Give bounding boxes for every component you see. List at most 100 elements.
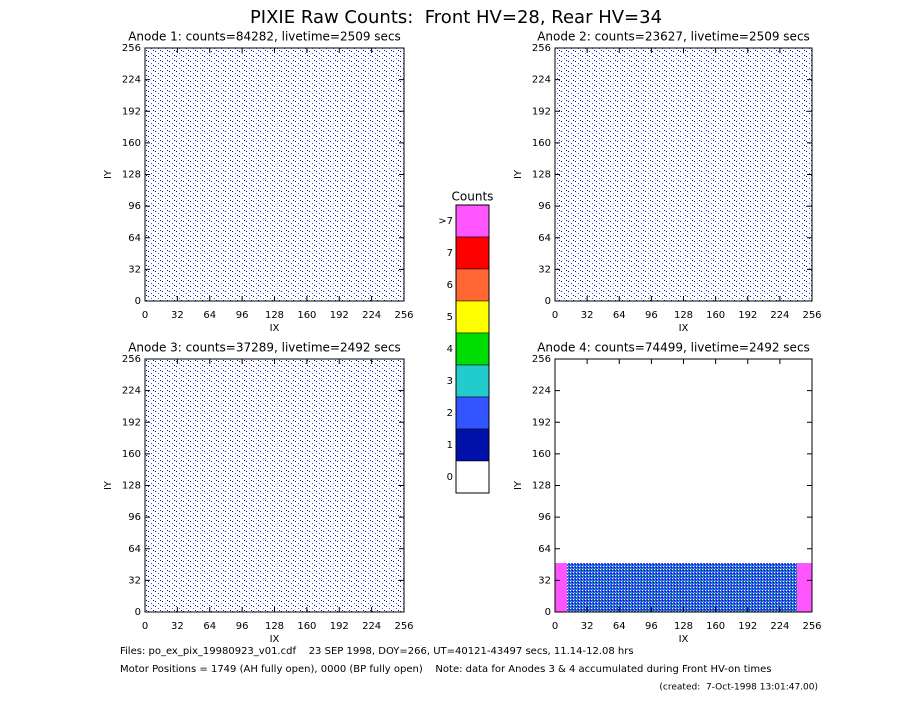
x-tick-label: 128 — [265, 621, 284, 632]
speckle-texture — [560, 563, 807, 612]
x-axis-label: IX — [270, 323, 280, 334]
y-axis-label: IY — [103, 480, 114, 490]
colorbar-label: 3 — [447, 376, 453, 387]
x-tick-label: 160 — [297, 621, 316, 632]
speckle-texture — [145, 359, 404, 612]
y-tick-label: 192 — [532, 106, 551, 117]
colorbar-title: Counts — [452, 190, 494, 204]
x-tick-label: 224 — [362, 310, 381, 321]
colorbar-swatch — [455, 268, 490, 302]
x-tick-label: 32 — [581, 310, 594, 321]
y-tick-label: 32 — [538, 575, 551, 586]
colorbar-label: >7 — [438, 216, 453, 227]
x-tick-label: 32 — [171, 310, 184, 321]
colorbar-label: 2 — [447, 408, 453, 419]
colorbar-swatch — [455, 300, 490, 334]
y-tick-label: 224 — [122, 386, 141, 397]
x-tick-label: 128 — [265, 310, 284, 321]
x-tick-label: 0 — [142, 310, 148, 321]
y-tick-label: 96 — [128, 201, 141, 212]
y-tick-label: 0 — [545, 607, 551, 618]
footer-created: (created: 7-Oct-1998 13:01:47.00) — [659, 683, 818, 693]
x-tick-label: 96 — [645, 621, 658, 632]
y-tick-label: 0 — [545, 296, 551, 307]
x-tick-label: 256 — [802, 310, 821, 321]
colorbar-swatch — [455, 236, 490, 270]
y-tick-label: 0 — [135, 607, 141, 618]
x-axis-label: IX — [679, 634, 689, 645]
y-tick-label: 128 — [122, 481, 141, 492]
y-tick-label: 0 — [135, 296, 141, 307]
x-tick-label: 224 — [770, 621, 789, 632]
colorbar-label: 7 — [447, 248, 453, 259]
y-tick-label: 160 — [122, 449, 141, 460]
y-tick-label: 64 — [128, 233, 141, 244]
y-tick-label: 256 — [532, 354, 551, 365]
y-tick-label: 192 — [532, 417, 551, 428]
x-tick-label: 192 — [738, 310, 757, 321]
x-tick-label: 224 — [362, 621, 381, 632]
y-tick-label: 256 — [122, 43, 141, 54]
y-axis-label: IY — [103, 169, 114, 179]
footer-files: Files: po_ex_pix_19980923_v01.cdf 23 SEP… — [120, 646, 634, 657]
y-tick-label: 192 — [122, 417, 141, 428]
x-axis-label: IX — [679, 323, 689, 334]
x-tick-label: 160 — [297, 310, 316, 321]
x-tick-label: 96 — [236, 621, 249, 632]
y-tick-label: 64 — [538, 544, 551, 555]
y-tick-label: 192 — [122, 106, 141, 117]
x-tick-label: 64 — [613, 310, 626, 321]
x-tick-label: 160 — [706, 621, 725, 632]
y-tick-label: 160 — [122, 138, 141, 149]
y-tick-label: 64 — [128, 544, 141, 555]
x-tick-label: 224 — [770, 310, 789, 321]
y-tick-label: 32 — [538, 264, 551, 275]
panel-title: Anode 2: counts=23627, livetime=2509 sec… — [537, 30, 810, 44]
colorbar-label: 6 — [447, 280, 453, 291]
page-title: PIXIE Raw Counts: Front HV=28, Rear HV=3… — [250, 7, 662, 28]
colorbar-swatch — [455, 428, 490, 462]
y-tick-label: 96 — [538, 201, 551, 212]
x-tick-label: 64 — [203, 621, 216, 632]
footer-motor: Motor Positions = 1749 (AH fully open), … — [120, 664, 772, 675]
x-tick-label: 192 — [330, 621, 349, 632]
y-tick-label: 224 — [532, 386, 551, 397]
colorbar-label: 0 — [447, 472, 453, 483]
x-tick-label: 192 — [738, 621, 757, 632]
edge-texture — [555, 563, 567, 612]
x-tick-label: 32 — [171, 621, 184, 632]
x-tick-label: 0 — [142, 621, 148, 632]
y-axis-label: IY — [513, 480, 524, 490]
colorbar-swatch — [455, 460, 490, 494]
panel-title: Anode 3: counts=37289, livetime=2492 sec… — [128, 341, 401, 355]
x-tick-label: 64 — [203, 310, 216, 321]
x-tick-label: 128 — [674, 621, 693, 632]
y-tick-label: 128 — [532, 481, 551, 492]
colorbar-swatch — [455, 204, 490, 238]
y-tick-label: 256 — [532, 43, 551, 54]
colorbar-label: 5 — [447, 312, 453, 323]
x-tick-label: 256 — [394, 621, 413, 632]
speckle-texture — [145, 48, 404, 301]
y-tick-label: 64 — [538, 233, 551, 244]
x-tick-label: 96 — [645, 310, 658, 321]
y-tick-label: 224 — [122, 75, 141, 86]
y-tick-label: 128 — [122, 170, 141, 181]
panel-title: Anode 1: counts=84282, livetime=2509 sec… — [128, 30, 401, 44]
y-axis-label: IY — [513, 169, 524, 179]
colorbar-label: 4 — [447, 344, 453, 355]
x-tick-label: 0 — [552, 310, 558, 321]
x-tick-label: 96 — [236, 310, 249, 321]
colorbar-swatch — [455, 396, 490, 430]
y-tick-label: 96 — [538, 512, 551, 523]
x-axis-label: IX — [270, 634, 280, 645]
colorbar-label: 1 — [447, 440, 453, 451]
x-tick-label: 128 — [674, 310, 693, 321]
x-tick-label: 0 — [552, 621, 558, 632]
x-tick-label: 160 — [706, 310, 725, 321]
y-tick-label: 160 — [532, 449, 551, 460]
y-tick-label: 32 — [128, 264, 141, 275]
y-tick-label: 128 — [532, 170, 551, 181]
y-tick-label: 160 — [532, 138, 551, 149]
